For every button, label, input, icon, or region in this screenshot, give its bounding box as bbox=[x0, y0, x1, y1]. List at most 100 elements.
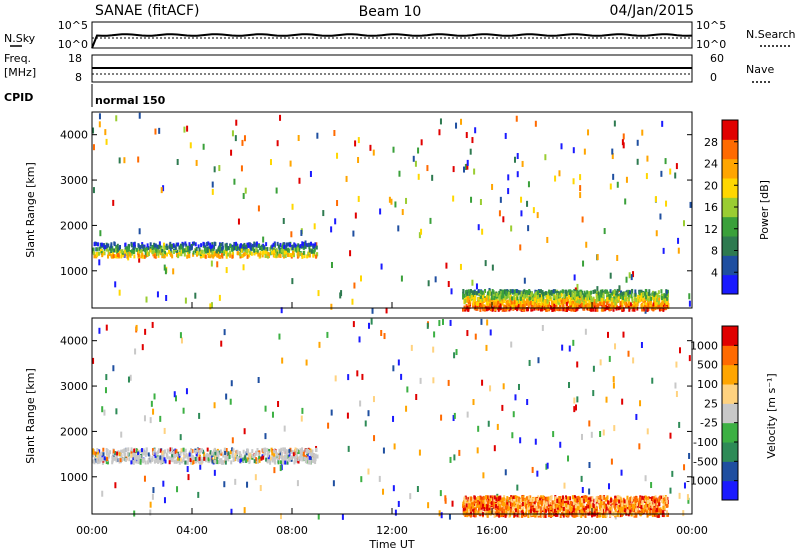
feature-cell bbox=[609, 289, 612, 294]
feature-cell bbox=[198, 460, 201, 465]
feature-cell bbox=[96, 448, 99, 453]
feature-cell bbox=[577, 292, 580, 297]
scatter-cell bbox=[334, 218, 337, 225]
scatter-cell bbox=[92, 144, 95, 151]
feature-cell bbox=[495, 303, 498, 308]
scatter-cell bbox=[199, 463, 202, 470]
feature-cell bbox=[623, 508, 626, 513]
feature-cell bbox=[561, 506, 564, 511]
scatter-cell bbox=[558, 170, 561, 177]
feature-cell bbox=[156, 249, 159, 254]
feature-cell bbox=[640, 303, 643, 308]
feature-cell bbox=[272, 246, 275, 251]
feature-cell bbox=[530, 291, 533, 296]
scatter-cell bbox=[92, 357, 95, 364]
feature-cell bbox=[642, 504, 645, 509]
scatter-cell bbox=[315, 242, 318, 249]
feature-cell bbox=[533, 306, 536, 311]
feature-cell bbox=[470, 496, 473, 501]
feature-cell bbox=[234, 453, 237, 458]
feature-cell bbox=[463, 496, 466, 501]
noise-tick-right-bottom: 10^0 bbox=[696, 38, 726, 51]
scatter-cell bbox=[143, 475, 146, 482]
feature-cell bbox=[595, 497, 598, 502]
scatter-cell bbox=[262, 236, 265, 243]
feature-cell bbox=[641, 499, 644, 504]
feature-cell bbox=[629, 509, 632, 514]
feature-cell bbox=[625, 297, 628, 302]
feature-cell bbox=[489, 303, 492, 308]
feature-cell bbox=[536, 507, 539, 512]
feature-cell bbox=[487, 301, 490, 306]
feature-cell bbox=[255, 457, 258, 462]
feature-cell bbox=[289, 447, 292, 452]
scatter-cell bbox=[414, 160, 417, 167]
scatter-cell bbox=[527, 181, 530, 188]
feature-cell bbox=[203, 456, 206, 461]
feature-cell bbox=[548, 302, 551, 307]
feature-cell bbox=[636, 306, 639, 311]
feature-cell bbox=[523, 513, 526, 518]
noise-tick-left-top: 10^5 bbox=[58, 19, 88, 32]
scatter-cell bbox=[613, 425, 616, 432]
scatter-cell bbox=[507, 499, 510, 506]
feature-cell bbox=[231, 453, 234, 458]
scatter-cell bbox=[420, 139, 423, 146]
feature-cell bbox=[239, 252, 242, 257]
feature-cell bbox=[601, 298, 604, 303]
feature-cell bbox=[605, 513, 608, 518]
scatter-cell bbox=[655, 230, 658, 237]
feature-cell bbox=[306, 254, 309, 259]
feature-cell bbox=[660, 498, 663, 503]
feature-cell bbox=[249, 453, 252, 458]
feature-cell bbox=[583, 290, 586, 295]
feature-cell bbox=[298, 248, 301, 253]
feature-cell bbox=[647, 291, 650, 296]
scatter-cell bbox=[392, 485, 395, 492]
y-tick-label: 1000 bbox=[60, 471, 88, 484]
scatter-cell bbox=[390, 198, 393, 205]
feature-cell bbox=[565, 495, 568, 500]
feature-cell bbox=[198, 449, 201, 454]
feature-cell bbox=[233, 246, 236, 251]
feature-cell bbox=[647, 507, 650, 512]
scatter-cell bbox=[426, 322, 429, 329]
scatter-cell bbox=[528, 359, 531, 366]
feature-cell bbox=[316, 454, 319, 459]
scatter-cell bbox=[278, 333, 281, 340]
scatter-cell bbox=[400, 373, 403, 380]
feature-cell bbox=[662, 509, 665, 514]
feature-cell bbox=[628, 505, 631, 510]
scatter-cell bbox=[345, 175, 348, 182]
scatter-cell bbox=[432, 377, 435, 384]
feature-cell bbox=[172, 450, 175, 455]
feature-cell bbox=[485, 301, 488, 306]
feature-cell bbox=[493, 513, 496, 518]
feature-cell bbox=[518, 513, 521, 518]
feature-cell bbox=[589, 307, 592, 312]
feature-cell bbox=[654, 497, 657, 502]
feature-cell bbox=[283, 250, 286, 255]
scatter-cell bbox=[114, 482, 117, 489]
scatter-cell bbox=[682, 220, 685, 227]
colorbar-frame bbox=[721, 325, 739, 501]
feature-cell bbox=[265, 250, 268, 255]
feature-cell bbox=[539, 297, 542, 302]
feature-cell bbox=[599, 302, 602, 307]
scatter-cell bbox=[296, 480, 299, 487]
feature-cell bbox=[188, 242, 191, 247]
feature-cell bbox=[489, 307, 492, 312]
feature-cell bbox=[480, 500, 483, 505]
feature-cell bbox=[565, 301, 568, 306]
feature-cell bbox=[629, 290, 632, 295]
scatter-cell bbox=[466, 411, 469, 418]
feature-cell bbox=[202, 253, 205, 258]
feature-cell bbox=[586, 294, 589, 299]
scatter-cell bbox=[123, 157, 126, 164]
feature-cell bbox=[528, 296, 531, 301]
feature-cell bbox=[207, 253, 210, 258]
feature-cell bbox=[553, 299, 556, 304]
feature-cell bbox=[132, 249, 135, 254]
feature-cell bbox=[99, 242, 102, 247]
feature-cell bbox=[288, 448, 291, 453]
